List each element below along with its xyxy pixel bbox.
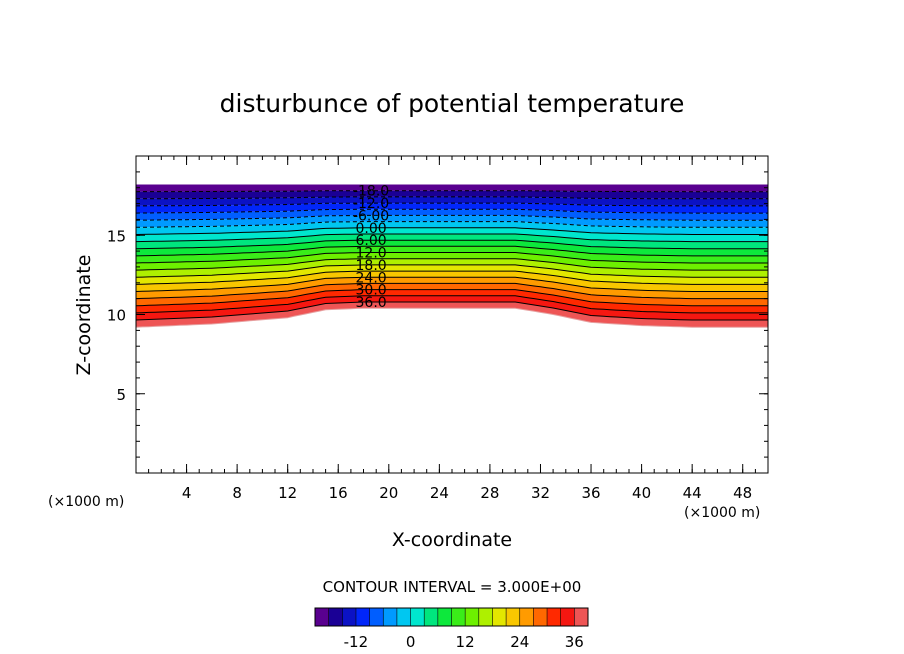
colorbar-frame — [314, 607, 589, 627]
x-tick-label: 4 — [182, 484, 192, 502]
colorbar-tick-label: -12 — [344, 633, 369, 651]
contour-label: 30.0 — [356, 283, 387, 299]
colorbar: -12 0 12 24 36 — [314, 607, 589, 651]
colorbar-segment — [315, 608, 329, 626]
colorbar-segment — [492, 608, 507, 626]
contour-band — [136, 190, 768, 199]
x-tick-label: 8 — [232, 484, 242, 502]
contour-line — [135, 227, 768, 235]
x-tick-label: 44 — [683, 484, 702, 502]
colorbar-segment — [437, 608, 452, 626]
contour-label: -18.0 — [353, 184, 389, 200]
contour-line — [135, 270, 768, 285]
colorbar-segment — [383, 608, 397, 626]
contour-label: 36.0 — [356, 295, 387, 311]
contour-line — [135, 233, 768, 243]
contour-label: 12.0 — [356, 246, 387, 262]
contour-line — [135, 245, 768, 257]
colorbar-segment — [560, 608, 575, 626]
contour-band — [136, 302, 768, 328]
x-tick-label: 28 — [480, 484, 499, 502]
colorbar-tick-label: 12 — [456, 633, 475, 651]
x-tick-label: 48 — [733, 484, 752, 502]
contour-band — [136, 184, 768, 192]
contour-labels: -18.0-12.0-6.000.006.0012.018.024.030.03… — [353, 184, 389, 311]
contour-band — [136, 264, 768, 285]
colorbar-tick-label: 0 — [406, 633, 416, 651]
contour-lines — [135, 190, 768, 328]
contour-line — [135, 276, 768, 292]
contour-band — [136, 271, 768, 292]
colorbar-segment — [465, 608, 479, 626]
x-tick-label: 32 — [531, 484, 550, 502]
contour-line — [136, 196, 768, 200]
contour-line — [135, 221, 768, 228]
colorbar-segment — [328, 608, 343, 626]
x-tick-label: 16 — [329, 484, 348, 502]
contour-band — [136, 221, 768, 235]
x-tick-label: 36 — [581, 484, 600, 502]
x-tick-label: 12 — [278, 484, 297, 502]
contour-band — [136, 209, 768, 221]
contour-line — [135, 258, 768, 271]
x-axis-title: X-coordinate — [392, 529, 512, 551]
contour-line — [135, 208, 768, 214]
colorbar-segment — [355, 608, 370, 626]
chart-title: disturbunce of potential temperature — [220, 89, 685, 118]
colorbar-segment — [547, 608, 561, 626]
colorbar-segment — [506, 608, 520, 626]
colorbar-segment — [396, 608, 411, 626]
colorbar-segment — [478, 608, 493, 626]
contour-line — [135, 301, 768, 321]
colorbar-segment — [519, 608, 534, 626]
contour-label: -6.00 — [353, 208, 389, 224]
contour-line — [135, 214, 768, 221]
contour-line — [135, 264, 768, 278]
contour-band — [136, 227, 768, 242]
contour-line — [135, 252, 768, 264]
contour-band — [136, 258, 768, 278]
contour-label: -12.0 — [353, 196, 389, 212]
colorbar-segment — [342, 608, 356, 626]
contour-band — [136, 289, 768, 313]
field-bottom-edge — [135, 307, 768, 328]
contour-band — [136, 277, 768, 299]
y-tick-label: 5 — [116, 386, 126, 404]
x-unit-label-left: (×1000 m) — [48, 494, 124, 510]
contour-label: 6.00 — [356, 233, 387, 249]
contour-line — [135, 282, 768, 300]
contour-line — [135, 289, 768, 307]
contour-label: 0.00 — [356, 221, 387, 237]
x-tick-label: 40 — [632, 484, 651, 502]
contour-band — [136, 252, 768, 271]
x-tick-label: 24 — [430, 484, 449, 502]
contour-band — [136, 295, 768, 320]
colorbar-tick-label: 24 — [510, 633, 529, 651]
y-tick-label: 10 — [107, 307, 126, 325]
contour-band — [136, 283, 768, 306]
contour-label: 18.0 — [356, 258, 387, 274]
colorbar-segment — [533, 608, 548, 626]
contour-band — [136, 203, 768, 214]
x-unit-label-right: (×1000 m) — [684, 505, 760, 521]
contour-line — [136, 202, 768, 207]
colorbar-segment — [451, 608, 466, 626]
colorbar-segment — [369, 608, 384, 626]
contour-interval-text: CONTOUR INTERVAL = 3.000E+00 — [323, 578, 582, 596]
contour-label: 24.0 — [356, 270, 387, 286]
contour-line — [135, 295, 768, 314]
colorbar-tick-label: 36 — [565, 633, 584, 651]
colorbar-segment — [410, 608, 425, 626]
contour-line — [135, 239, 768, 250]
colorbar-segment — [574, 608, 588, 626]
y-axis-title: Z-coordinate — [73, 255, 95, 376]
x-tick-label: 20 — [379, 484, 398, 502]
y-tick-label: 15 — [107, 227, 126, 245]
contour-line — [135, 190, 768, 193]
contour-band — [136, 196, 768, 206]
colorbar-segment — [424, 608, 438, 626]
